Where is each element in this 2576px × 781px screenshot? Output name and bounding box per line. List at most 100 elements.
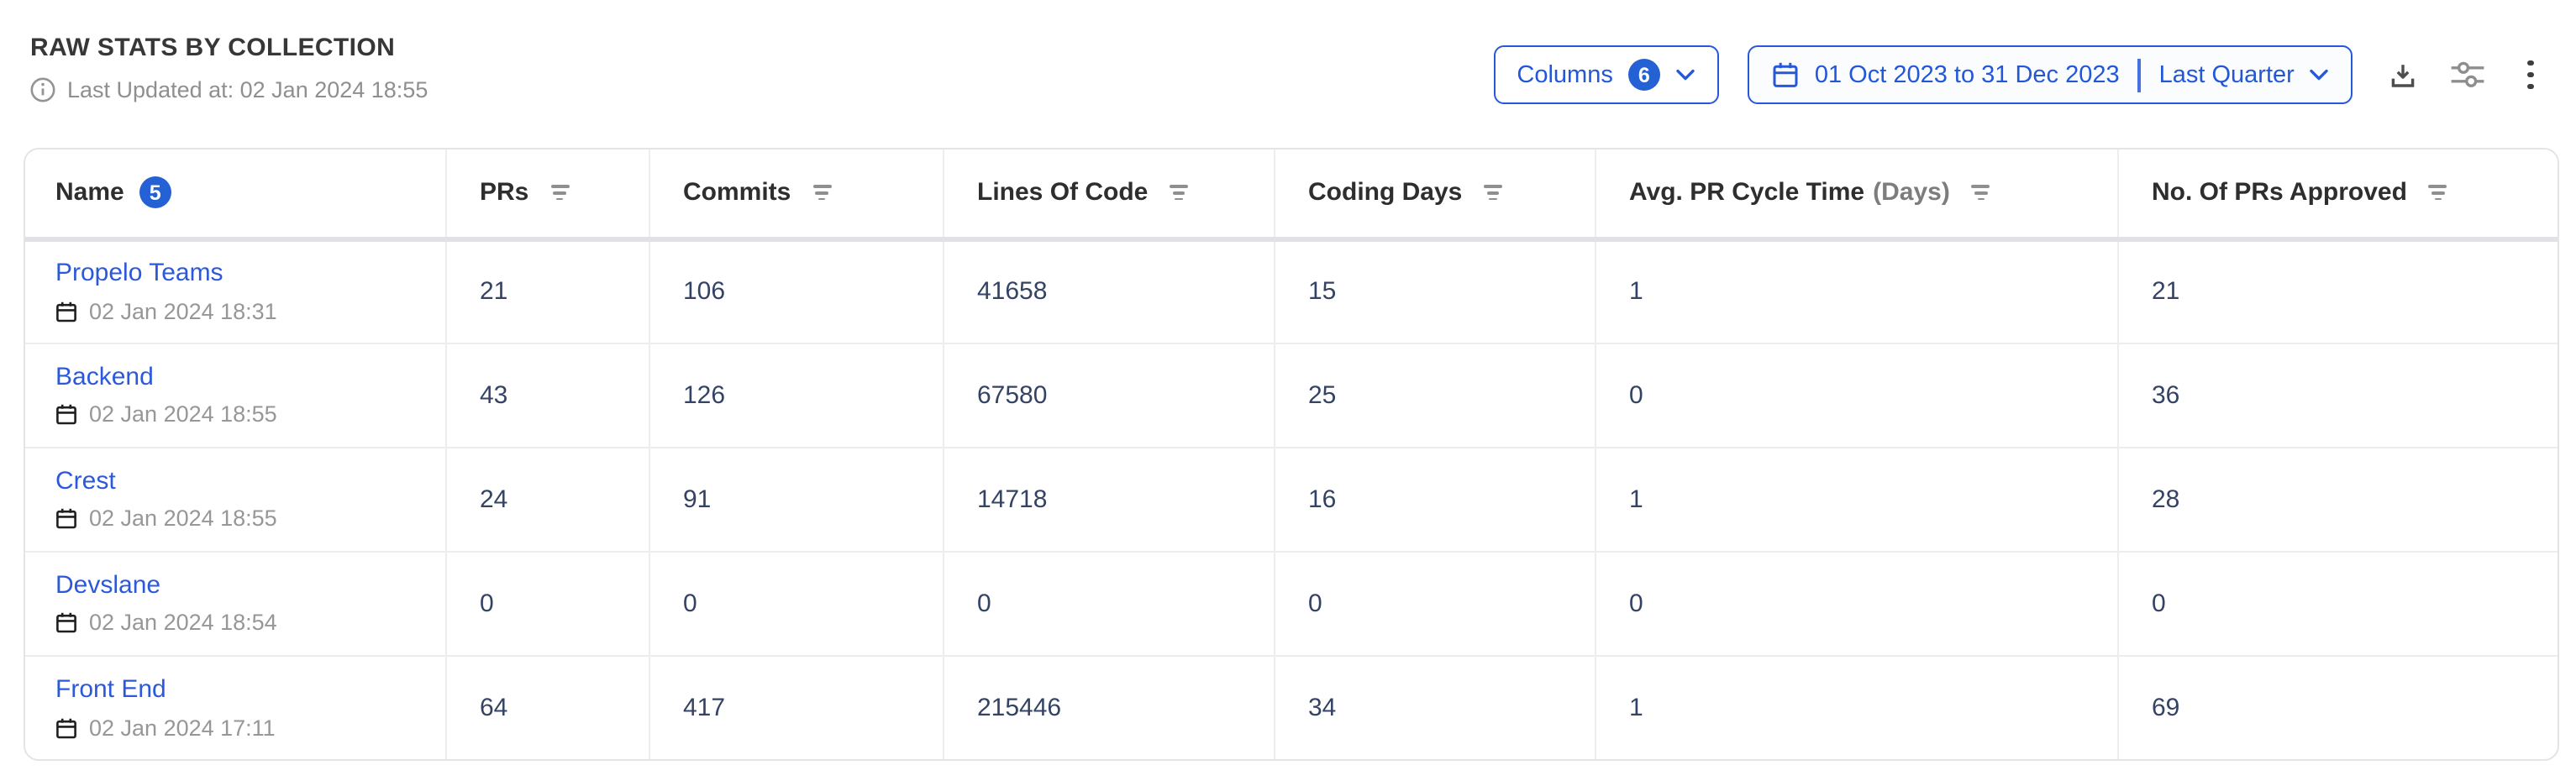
value-cell-prs-approved: 28: [2117, 446, 2558, 551]
value-cell-prs: 43: [445, 342, 649, 447]
table-row: Front End 02 Jan 2024 17:11 64 417 21544…: [25, 654, 2558, 759]
value-cell-commits: 0: [649, 550, 944, 655]
table-row: Devslane 02 Jan 2024 18:54 0 0 0 0 0 0: [25, 550, 2558, 655]
collection-cell: Front End 02 Jan 2024 17:11: [25, 654, 446, 759]
value-cell-avg-pr-cycle-time: 0: [1595, 550, 2118, 655]
table-row: Backend 02 Jan 2024 18:55 43 126 67580 2…: [25, 342, 2558, 447]
download-icon: [2389, 60, 2419, 90]
value-cell-commits: 417: [649, 654, 944, 759]
collection-updated-text: 02 Jan 2024 18:55: [89, 401, 277, 427]
page-title: RAW STATS BY COLLECTION: [30, 34, 396, 62]
value-cell-coding-days: 15: [1274, 238, 1596, 343]
value-cell-lines-of-code: 41658: [943, 238, 1275, 343]
column-header-label: PRs: [480, 178, 529, 207]
value-cell-prs: 21: [445, 238, 649, 343]
collection-updated-row: 02 Jan 2024 18:55: [55, 506, 444, 532]
last-updated-row: Last Updated at: 02 Jan 2024 18:55: [30, 77, 428, 102]
filter-icon[interactable]: [809, 181, 834, 204]
filter-icon[interactable]: [547, 181, 572, 204]
value-cell-avg-pr-cycle-time: 0: [1595, 342, 2118, 447]
value-cell-lines-of-code: 215446: [943, 654, 1275, 759]
value-cell-lines-of-code: 14718: [943, 446, 1275, 551]
column-header-lines-of-code: Lines Of Code: [943, 149, 1275, 241]
settings-sliders-button[interactable]: [2451, 60, 2486, 89]
value-cell-lines-of-code: 0: [943, 550, 1275, 655]
value-cell-commits: 126: [649, 342, 944, 447]
column-header-commits: Commits: [649, 149, 944, 241]
column-header-label: No. Of PRs Approved: [2152, 178, 2407, 207]
collection-updated-row: 02 Jan 2024 18:55: [55, 402, 444, 427]
chevron-down-icon: [2310, 61, 2330, 88]
value-cell-coding-days: 16: [1274, 446, 1596, 551]
collection-link[interactable]: Devslane: [55, 570, 161, 600]
calendar-icon: [55, 404, 77, 426]
collection-link[interactable]: Crest: [55, 466, 116, 495]
collection-cell: Crest 02 Jan 2024 18:55: [25, 446, 446, 551]
value-cell-avg-pr-cycle-time: 1: [1595, 238, 2118, 343]
more-menu-button[interactable]: [2521, 58, 2541, 92]
date-button-divider: [2137, 58, 2141, 92]
date-range-text: 01 Oct 2023 to 31 Dec 2023: [1814, 61, 2120, 88]
row-count-badge: 5: [139, 176, 171, 209]
value-cell-commits: 91: [649, 446, 944, 551]
column-header-label: Lines Of Code: [977, 178, 1149, 207]
columns-count-badge: 6: [1627, 59, 1660, 91]
column-header-avg-pr-cycle-time: Avg. PR Cycle Time (Days): [1595, 149, 2118, 241]
column-header-label: Name: [55, 178, 124, 207]
filter-icon[interactable]: [2426, 181, 2451, 204]
filter-icon[interactable]: [1480, 181, 1506, 204]
date-preset-label: Last Quarter: [2158, 61, 2295, 88]
calendar-icon: [55, 301, 77, 322]
collection-updated-text: 02 Jan 2024 18:31: [89, 298, 277, 324]
column-header-coding-days: Coding Days: [1274, 149, 1596, 241]
value-cell-prs-approved: 21: [2152, 277, 2180, 306]
value-cell-coding-days: 25: [1274, 342, 1596, 447]
table-header-row: Name 5 PRs Commits: [25, 149, 2558, 241]
column-header-label: Coding Days: [1308, 178, 1463, 207]
last-updated-text: Last Updated at: 02 Jan 2024 18:55: [67, 77, 428, 102]
collection-link[interactable]: Backend: [55, 362, 154, 391]
value-cell-lines-of-code: 67580: [943, 342, 1275, 447]
download-button[interactable]: [2389, 60, 2419, 90]
value-cell-coding-days: 0: [1274, 550, 1596, 655]
collection-cell: Propelo Teams 02 Jan 2024 18:31: [25, 238, 446, 343]
collection-updated-row: 02 Jan 2024 18:54: [55, 611, 444, 636]
date-range-button[interactable]: 01 Oct 2023 to 31 Dec 2023 Last Quarter: [1747, 45, 2353, 104]
column-header-prs: PRs: [445, 149, 649, 241]
column-header-name: Name 5: [25, 149, 446, 241]
calendar-icon: [1771, 60, 1800, 89]
value-cell-prs: 0: [445, 550, 649, 655]
collection-link[interactable]: Propelo Teams: [55, 259, 223, 288]
value-cell-prs-approved: 69: [2117, 654, 2558, 759]
calendar-icon: [55, 508, 77, 530]
collection-updated-row: 02 Jan 2024 17:11: [55, 715, 444, 740]
collection-cell: Backend 02 Jan 2024 18:55: [25, 342, 446, 447]
value-cell-avg-pr-cycle-time: 1: [1595, 654, 2118, 759]
columns-button[interactable]: Columns 6: [1493, 45, 1719, 104]
collection-updated-text: 02 Jan 2024 18:55: [89, 506, 277, 532]
chevron-down-icon: [1675, 61, 1695, 88]
value-cell-prs-approved: 36: [2117, 342, 2558, 447]
filter-icon[interactable]: [1166, 181, 1191, 204]
toolbar: Columns 6 01 Oct 2023 to 31 Dec 2023 Las…: [1493, 45, 2541, 104]
value-cell-coding-days: 34: [1274, 654, 1596, 759]
collection-cell: Devslane 02 Jan 2024 18:54: [25, 550, 446, 655]
column-header-unit: (Days): [1873, 178, 1950, 207]
column-header-label: Commits: [683, 178, 791, 207]
value-cell-commits: 106: [649, 238, 944, 343]
collection-updated-text: 02 Jan 2024 17:11: [89, 715, 276, 740]
columns-button-label: Columns: [1517, 61, 1613, 88]
info-circle-icon: [30, 77, 55, 102]
table-row: Propelo Teams 02 Jan 2024 18:31 21 106 4…: [25, 238, 2558, 343]
filter-icon[interactable]: [1969, 181, 1994, 204]
collection-updated-row: 02 Jan 2024 18:31: [55, 299, 444, 324]
column-header-label: Avg. PR Cycle Time: [1629, 178, 1865, 207]
calendar-icon: [55, 612, 77, 634]
value-cell-prs-approved: 0: [2117, 550, 2558, 655]
value-cell-avg-pr-cycle-time: 1: [1595, 446, 2118, 551]
table-row: Crest 02 Jan 2024 18:55 24 91 14718 16 1…: [25, 446, 2558, 551]
collection-link[interactable]: Front End: [55, 675, 166, 704]
sliders-icon: [2451, 60, 2486, 89]
widget-header: RAW STATS BY COLLECTION Last Updated at:…: [30, 34, 428, 102]
